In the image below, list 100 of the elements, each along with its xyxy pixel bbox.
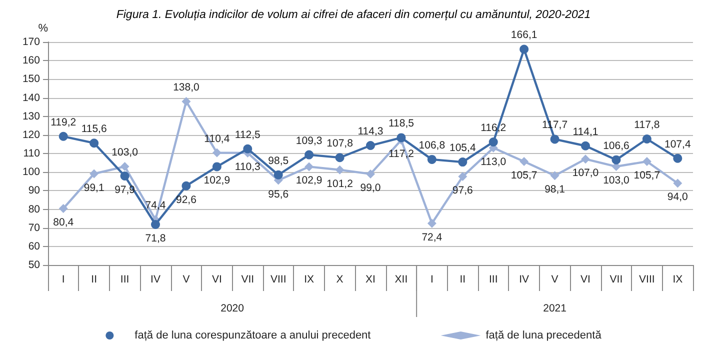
- data-label: 110,4: [204, 132, 230, 145]
- point: [120, 171, 130, 180]
- x-tick-label: II: [460, 274, 466, 286]
- point: [396, 133, 406, 142]
- data-label: 71,8: [145, 232, 166, 244]
- x-tick-label: VI: [580, 274, 590, 286]
- y-tick-label: 110: [23, 148, 40, 160]
- point: [550, 134, 560, 144]
- point: [212, 148, 222, 158]
- x-tick-label: III: [120, 274, 130, 286]
- data-label: 110,3: [234, 160, 261, 173]
- point: [458, 172, 468, 182]
- point: [335, 165, 344, 174]
- data-label: 166,1: [510, 29, 538, 42]
- x-tick-label: IV: [150, 274, 160, 286]
- point: [58, 132, 68, 141]
- data-label: 105,7: [510, 169, 538, 182]
- data-label: 109,3: [296, 134, 322, 147]
- point: [581, 154, 590, 164]
- point: [642, 134, 652, 144]
- point: [366, 169, 375, 178]
- x-tick-label: VIII: [270, 274, 286, 286]
- y-axis-title: %: [38, 22, 48, 34]
- x-tick-label: VI: [212, 274, 222, 286]
- point: [304, 150, 314, 160]
- x-tick-label: II: [91, 274, 97, 286]
- x-tick-label: V: [551, 274, 558, 286]
- y-tick-label: 150: [22, 73, 40, 86]
- y-tick-label: 70: [28, 222, 40, 234]
- data-label: 95,6: [268, 188, 289, 200]
- data-label: 98,1: [544, 184, 566, 196]
- data-label: 114,3: [358, 126, 384, 138]
- text: 2021: [543, 302, 567, 314]
- y-tick-label: 140: [22, 92, 40, 104]
- x-tick-label: VII: [610, 274, 623, 286]
- y-tick-label: 130: [22, 110, 40, 122]
- data-label: 72,4: [422, 231, 442, 244]
- data-label: 118,5: [388, 118, 414, 130]
- data-label: 117,2: [388, 148, 414, 160]
- text: 2020: [220, 302, 244, 314]
- data-label: 102,9: [204, 174, 230, 187]
- point: [427, 154, 436, 164]
- y-tick-label: 100: [22, 166, 40, 178]
- y-tick-label: 60: [28, 240, 40, 252]
- point: [612, 155, 621, 164]
- point: [58, 204, 68, 214]
- point: [182, 96, 191, 106]
- data-label: 119,2: [50, 116, 76, 128]
- point: [550, 171, 560, 180]
- data-label: 107,8: [326, 138, 354, 150]
- y-tick-label: 50: [28, 259, 40, 271]
- point: [120, 162, 130, 172]
- point: [243, 144, 252, 154]
- point: [458, 158, 468, 167]
- y-tick-label: 160: [22, 54, 40, 67]
- x-tick-label: X: [336, 274, 344, 286]
- data-label: 103,0: [603, 174, 630, 187]
- data-label: 94,0: [667, 191, 688, 204]
- y-tick-label: 170: [22, 36, 40, 48]
- chart-title: Figura 1. Evoluția indicilor de volum ai cifrei de afaceri din comerțul cu amănuntul, 2020-2021: [116, 9, 591, 21]
- point: [673, 178, 682, 188]
- data-label: 99,0: [360, 182, 381, 194]
- data-label: 105,7: [634, 169, 660, 182]
- point: [335, 153, 344, 162]
- data-label: 138,0: [173, 81, 200, 94]
- point: [182, 181, 191, 190]
- point: [520, 44, 529, 54]
- data-label: 105,4: [450, 142, 476, 154]
- point: [642, 156, 652, 166]
- data-label: 92,6: [176, 194, 197, 206]
- legend-label: față de luna corespunzătoare a anului precedent: [134, 330, 371, 342]
- x-tick-label: V: [182, 274, 190, 286]
- x-tick-label: I: [62, 274, 65, 286]
- data-label: 106,6: [603, 140, 630, 152]
- point: [427, 218, 436, 228]
- point: [212, 162, 222, 172]
- data-label: 102,9: [296, 174, 322, 187]
- data-label: 107,0: [572, 167, 599, 180]
- point: [274, 170, 283, 180]
- point: [151, 220, 160, 229]
- y-tick-label: 90: [28, 184, 40, 197]
- data-label: 101,2: [326, 178, 354, 190]
- x-tick-label: IX: [672, 274, 683, 286]
- point: [90, 138, 99, 148]
- data-label: 115,6: [81, 123, 107, 136]
- x-tick-label: I: [430, 274, 434, 286]
- data-label: 112,5: [234, 128, 261, 141]
- point: [520, 156, 529, 166]
- data-label: 98,5: [268, 154, 289, 167]
- data-label: 107,4: [664, 138, 691, 150]
- x-tick-label: IV: [519, 274, 530, 286]
- x-tick-label: VIII: [639, 274, 655, 286]
- data-label: 97,6: [452, 184, 474, 197]
- x-tick-label: IX: [304, 274, 314, 286]
- data-label: 80,4: [53, 216, 74, 229]
- point: [90, 169, 99, 178]
- point: [673, 154, 682, 163]
- data-label: 113,0: [480, 156, 506, 168]
- data-label: 103,0: [112, 146, 138, 159]
- data-label: 74,4: [145, 200, 166, 212]
